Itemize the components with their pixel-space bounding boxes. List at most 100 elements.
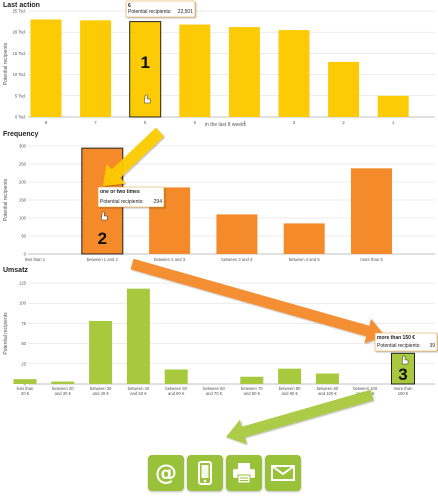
bar: [80, 20, 112, 117]
y-tick-label: 15 Tsd.: [13, 51, 26, 56]
y-tick-label: 0: [24, 252, 27, 257]
x-tick-label: and 90 €: [281, 391, 298, 396]
x-tick-label: between 90: [317, 386, 339, 391]
y-tick-label: 10 Tsd.: [13, 72, 26, 77]
bar: [30, 19, 62, 118]
y-tick-label: 75: [21, 321, 26, 326]
x-tick-label: between 70: [241, 386, 263, 391]
x-tick-label: between 4 and 5: [289, 257, 321, 262]
x-tick-label: between 50: [165, 386, 187, 391]
at-icon: @: [155, 460, 177, 486]
x-tick-label: 1: [392, 120, 395, 125]
step-number: 2: [98, 229, 107, 248]
x-tick-label: 8: [45, 120, 48, 125]
bar: [89, 320, 113, 384]
bar: [278, 368, 302, 384]
y-tick-label: 100: [19, 216, 27, 221]
x-tick-label: more than: [394, 386, 414, 391]
flow-arrow-yellow: [103, 127, 165, 186]
x-tick-label: between 60: [203, 386, 225, 391]
y-axis-label: Potential recipients: [3, 42, 9, 85]
tooltip-title: 6: [128, 3, 131, 9]
bar: [13, 379, 37, 384]
x-tick-label: and 40 €: [92, 391, 109, 396]
x-tick-label: and 70 €: [206, 391, 223, 396]
mobile-phone-icon: [198, 461, 212, 485]
x-tick-label: less than 1: [25, 257, 46, 262]
x-tick-label: between 20: [52, 386, 74, 391]
chart-1: Last action 0 Tsd. 5 Tsd. 10 Tsd. 15 Tsd. 20 …: [3, 2, 435, 128]
x-tick-label: between 100: [353, 386, 378, 391]
bar: [126, 288, 150, 384]
tooltip-title: more than 150 €: [377, 335, 415, 341]
x-tick-label: and 30 €: [55, 391, 72, 396]
bar: [51, 381, 75, 384]
x-tick-label: and 100 €: [318, 391, 337, 396]
bar: [377, 95, 409, 117]
y-axis-label: Potential recipients: [3, 178, 9, 221]
hand-cursor-icon: [143, 94, 151, 104]
tooltip-box: [125, 0, 196, 18]
y-tick-label: 25 Tsd.: [13, 9, 26, 14]
x-tick-label: 4: [243, 120, 246, 125]
tooltip: more than 150 € Potential recipients: 39: [374, 332, 438, 352]
mobile-export-button[interactable]: [187, 455, 223, 491]
tooltip-value: 22,501: [178, 9, 194, 15]
bar: [179, 24, 211, 117]
y-tick-label: 5 Tsd.: [15, 93, 26, 98]
tooltip-box: [97, 186, 165, 208]
bar: [351, 168, 392, 254]
chart-title: Frequency: [3, 131, 39, 138]
chart-title: Last action: [3, 2, 40, 9]
tooltip-label: Potential recipients:: [100, 199, 144, 205]
email-export-button[interactable]: @: [148, 455, 184, 491]
y-tick-label: 50: [21, 234, 26, 239]
chart-2: Frequency 0 50 100 150 200 250 300 Potential rec…: [3, 131, 435, 262]
x-tick-label: and 50 €: [130, 391, 147, 396]
x-tick-label: 7: [94, 120, 97, 125]
x-tick-label: 3: [293, 120, 296, 125]
envelope-icon: [271, 465, 295, 481]
x-tick-label: and 80 €: [244, 391, 261, 396]
bar: [315, 373, 339, 384]
y-tick-label: 50: [21, 341, 26, 346]
chart-title: Umsatz: [3, 267, 28, 274]
hand-cursor-icon: [401, 355, 409, 365]
x-tick-label: between 1 and 2: [87, 257, 119, 262]
printer-icon: [233, 463, 255, 484]
tooltip-title: one or two times: [100, 189, 140, 195]
y-tick-label: 0 Tsd.: [15, 115, 26, 120]
print-export-button[interactable]: [226, 455, 262, 491]
tooltip: one or two times Potential recipients: 294: [97, 186, 165, 208]
x-tick-label: between 80: [279, 386, 301, 391]
tooltip-box: [374, 332, 438, 352]
step-number: 1: [140, 53, 149, 72]
y-tick-label: 100: [19, 301, 27, 306]
y-tick-label: 200: [19, 180, 27, 185]
bar: [391, 352, 415, 385]
x-tick-label: 150 €: [398, 391, 409, 396]
x-axis-label: in the last 8 weeks: [205, 122, 247, 128]
bar: [164, 369, 188, 384]
x-tick-label: 6: [144, 120, 147, 125]
y-tick-label: 250: [19, 162, 27, 167]
tooltip-value: 294: [154, 199, 163, 205]
x-tick-label: between 2 and 3: [154, 257, 186, 262]
flow-arrow-orange: [130, 258, 385, 344]
chart-3: Umsatz0255075100125Potential recipientsl…: [3, 267, 435, 396]
x-tick-label: and 60 €: [168, 391, 185, 396]
flow-arrow-green: [226, 389, 374, 445]
bar: [216, 214, 258, 254]
bar: [240, 376, 264, 384]
mail-export-button[interactable]: [265, 455, 301, 491]
tooltip-value: 39: [429, 343, 435, 349]
y-tick-label: 150: [19, 198, 27, 203]
bar: [228, 27, 260, 117]
bar: [283, 223, 325, 254]
tooltip-label: Potential recipients:: [128, 9, 172, 15]
y-axis-label: Potential recipients: [3, 312, 9, 355]
bar: [278, 30, 310, 117]
x-tick-label: between 40: [128, 386, 150, 391]
